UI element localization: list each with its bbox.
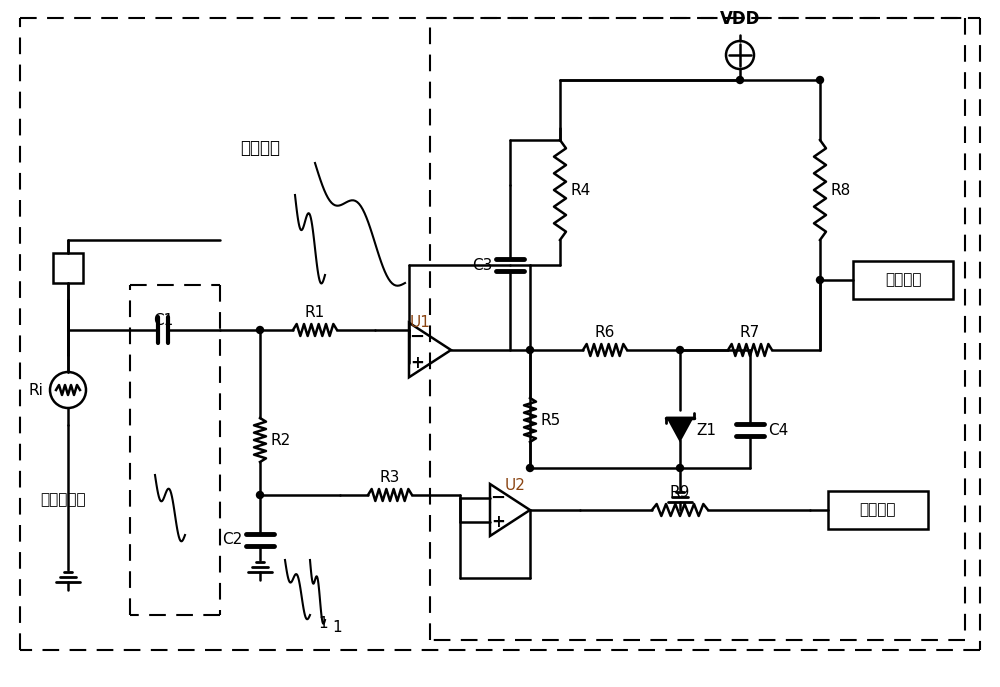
Circle shape	[526, 464, 534, 471]
Text: R6: R6	[595, 325, 615, 340]
Text: 氧传感元件: 氧传感元件	[40, 493, 86, 508]
Text: −: −	[409, 328, 425, 346]
Text: R7: R7	[740, 325, 760, 340]
Text: +: +	[410, 354, 424, 372]
Text: +: +	[491, 513, 505, 531]
Text: C3: C3	[472, 258, 492, 273]
Text: R9: R9	[670, 485, 690, 500]
Text: 1: 1	[332, 620, 342, 635]
Text: C4: C4	[768, 423, 788, 438]
Text: −: −	[490, 489, 506, 507]
Text: C1: C1	[153, 313, 173, 328]
Polygon shape	[668, 418, 692, 440]
Text: R2: R2	[270, 433, 290, 447]
Text: Z1: Z1	[696, 423, 716, 438]
Bar	[53, 253, 83, 283]
Text: R3: R3	[380, 470, 400, 485]
Text: R8: R8	[830, 183, 850, 197]
Text: R1: R1	[305, 305, 325, 320]
Circle shape	[816, 276, 824, 284]
Circle shape	[816, 76, 824, 84]
Text: C2: C2	[222, 532, 242, 548]
Circle shape	[676, 346, 684, 354]
Text: 反馈信号: 反馈信号	[860, 502, 896, 517]
Circle shape	[676, 464, 684, 471]
Text: 1: 1	[318, 616, 328, 631]
Circle shape	[257, 491, 264, 499]
Text: R5: R5	[540, 412, 560, 427]
Circle shape	[257, 326, 264, 333]
Circle shape	[736, 76, 744, 84]
Text: 检测电路: 检测电路	[240, 139, 280, 157]
Circle shape	[526, 346, 534, 354]
Bar	[828, 491, 928, 529]
Text: Ri: Ri	[28, 383, 43, 398]
Bar	[853, 261, 953, 299]
Text: U1: U1	[410, 315, 430, 330]
Text: R4: R4	[570, 183, 590, 197]
Text: U2: U2	[505, 478, 525, 493]
Text: 注入信号: 注入信号	[885, 273, 921, 287]
Text: VDD: VDD	[720, 10, 760, 28]
